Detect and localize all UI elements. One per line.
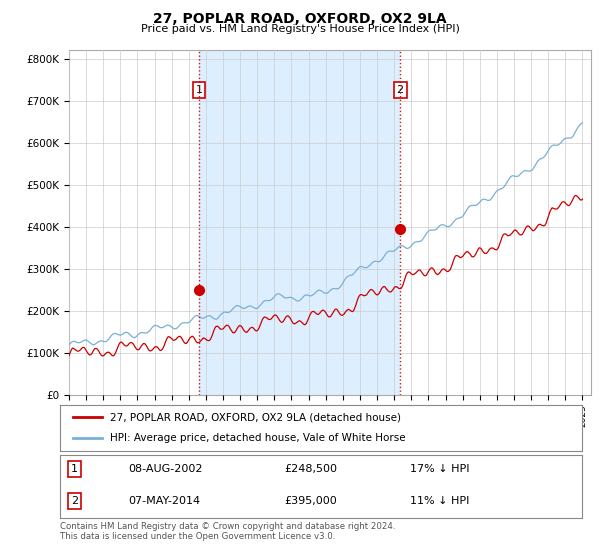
Text: Contains HM Land Registry data © Crown copyright and database right 2024.: Contains HM Land Registry data © Crown c… bbox=[60, 522, 395, 531]
Text: 1: 1 bbox=[196, 85, 203, 95]
Text: 2: 2 bbox=[71, 496, 78, 506]
Text: 1: 1 bbox=[71, 464, 78, 474]
Text: Price paid vs. HM Land Registry's House Price Index (HPI): Price paid vs. HM Land Registry's House … bbox=[140, 24, 460, 34]
Text: HPI: Average price, detached house, Vale of White Horse: HPI: Average price, detached house, Vale… bbox=[110, 433, 405, 444]
Text: 27, POPLAR ROAD, OXFORD, OX2 9LA: 27, POPLAR ROAD, OXFORD, OX2 9LA bbox=[153, 12, 447, 26]
Text: 11% ↓ HPI: 11% ↓ HPI bbox=[410, 496, 469, 506]
Text: £248,500: £248,500 bbox=[284, 464, 337, 474]
Text: 2: 2 bbox=[397, 85, 404, 95]
Text: 08-AUG-2002: 08-AUG-2002 bbox=[128, 464, 202, 474]
Text: This data is licensed under the Open Government Licence v3.0.: This data is licensed under the Open Gov… bbox=[60, 532, 335, 541]
Bar bbox=[199, 50, 400, 395]
Text: 27, POPLAR ROAD, OXFORD, OX2 9LA (detached house): 27, POPLAR ROAD, OXFORD, OX2 9LA (detach… bbox=[110, 412, 401, 422]
Text: 07-MAY-2014: 07-MAY-2014 bbox=[128, 496, 200, 506]
Text: £395,000: £395,000 bbox=[284, 496, 337, 506]
Text: 17% ↓ HPI: 17% ↓ HPI bbox=[410, 464, 469, 474]
